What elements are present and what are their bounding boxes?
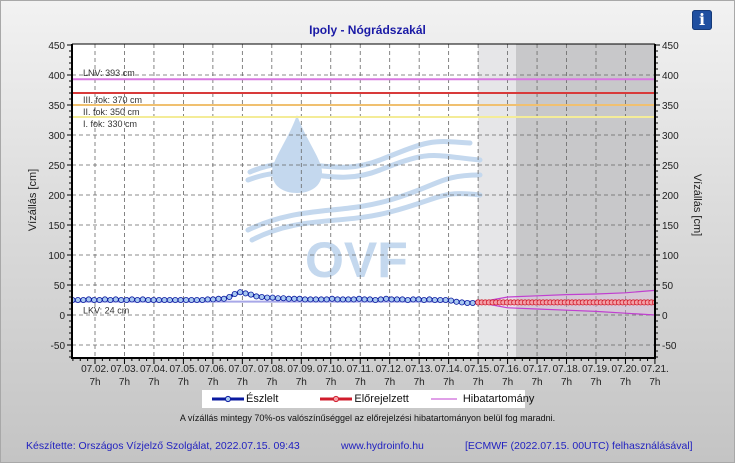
y-axis-title-right: Vízállás [cm] <box>691 174 703 236</box>
legend-label-forecast: Előrejelzett <box>354 393 409 405</box>
x-tick-date: 07.12. <box>376 364 404 375</box>
x-tick-date: 07.06. <box>199 364 227 375</box>
y-tick-left: 250 <box>48 161 65 172</box>
x-tick-date: 07.07. <box>228 364 256 375</box>
threshold-label: LNV: 393 cm <box>83 68 135 78</box>
y-tick-right: 400 <box>662 71 679 82</box>
legend-item-forecast: Előrejelzett <box>318 393 409 405</box>
x-tick-hour: 7h <box>590 377 601 388</box>
y-tick-right: 100 <box>662 251 679 262</box>
info-icon[interactable]: i <box>692 10 712 30</box>
x-tick-hour: 7h <box>649 377 660 388</box>
data-series <box>72 289 655 316</box>
x-tick-date: 07.02. <box>81 364 109 375</box>
x-tick-hour: 7h <box>414 377 425 388</box>
x-tick-date: 07.10. <box>317 364 345 375</box>
legend-item-observed: Észlelt <box>210 393 278 405</box>
y-tick-left: 450 <box>48 41 65 52</box>
x-tick-hour: 7h <box>325 377 336 388</box>
legend-item-error-band: Hibatartomány <box>429 393 535 405</box>
x-tick-hour: 7h <box>473 377 484 388</box>
x-tick-date: 07.03. <box>111 364 139 375</box>
y-tick-left: 300 <box>48 131 65 142</box>
x-tick-date: 07.21. <box>641 364 669 375</box>
x-tick-date: 07.15. <box>464 364 492 375</box>
threshold-lines: LNV: 393 cm III. fok: 370 cm II. fok: 350 … <box>72 68 655 316</box>
y-tick-right: 50 <box>662 281 674 292</box>
x-tick-date: 07.05. <box>170 364 198 375</box>
x-tick-hour: 7h <box>355 377 366 388</box>
y-tick-left: 200 <box>48 191 65 202</box>
axes: 450 450 400 400 350 350 300 300 250 250 200 200 150 1… <box>27 41 703 388</box>
x-tick-date: 07.09. <box>287 364 315 375</box>
footer-website-link[interactable]: www.hydroinfo.hu <box>341 440 424 452</box>
x-tick-date: 07.19. <box>582 364 610 375</box>
y-tick-left: 50 <box>54 281 66 292</box>
y-tick-right: 150 <box>662 221 679 232</box>
x-tick-hour: 7h <box>237 377 248 388</box>
x-tick-hour: 7h <box>119 377 130 388</box>
footer-model: [ECMWF (2022.07.15. 00UTC) felhasználásá… <box>465 440 693 452</box>
footer-author: Készítette: Országos Vízjelző Szolgálat,… <box>26 440 300 452</box>
threshold-label: I. fok: 330 cm <box>83 119 137 129</box>
x-tick-hour: 7h <box>531 377 542 388</box>
legend-label-error-band: Hibatartomány <box>462 393 535 405</box>
y-tick-left: -50 <box>51 341 66 352</box>
forecast-line-icon <box>320 395 353 403</box>
y-tick-left: 150 <box>48 221 65 232</box>
y-tick-right: 450 <box>662 41 679 52</box>
x-tick-hour: 7h <box>148 377 159 388</box>
y-axis-title-left: Vízállás [cm] <box>27 169 39 231</box>
x-tick-date: 07.13. <box>405 364 433 375</box>
threshold-label: II. fok: 350 cm <box>83 107 140 117</box>
y-tick-right: 350 <box>662 101 679 112</box>
plot-background <box>72 44 655 358</box>
chart-title: Ipoly - Nógrádszakál <box>309 23 426 37</box>
y-tick-right: -50 <box>662 341 677 352</box>
y-tick-right: 300 <box>662 131 679 142</box>
legend-label-observed: Észlelt <box>246 393 279 405</box>
grid-lines <box>72 44 655 358</box>
x-tick-hour: 7h <box>89 377 100 388</box>
watermark-text: OVF <box>305 232 408 288</box>
probability-note: A vízállás mintegy 70%-os valószínűségge… <box>179 413 556 423</box>
y-tick-left: 350 <box>48 101 65 112</box>
x-tick-date: 07.08. <box>258 364 286 375</box>
x-tick-hour: 7h <box>178 377 189 388</box>
x-tick-hour: 7h <box>502 377 513 388</box>
threshold-label: III. fok: 370 cm <box>83 95 142 105</box>
y-tick-left: 0 <box>59 311 65 322</box>
x-tick-hour: 7h <box>384 377 395 388</box>
x-tick-hour: 7h <box>561 377 572 388</box>
y-tick-left: 100 <box>48 251 65 262</box>
y-tick-right: 0 <box>662 311 668 322</box>
error-band-line-icon <box>430 398 457 400</box>
x-tick-date: 07.18. <box>553 364 581 375</box>
legend: Észlelt Előrejelzett Hibatartomány <box>202 390 534 408</box>
y-tick-right: 200 <box>662 191 679 202</box>
x-tick-hour: 7h <box>443 377 454 388</box>
x-tick-hour: 7h <box>207 377 218 388</box>
x-tick-hour: 7h <box>296 377 307 388</box>
threshold-label: LKV: 24 cm <box>83 306 129 316</box>
x-tick-date: 07.16. <box>494 364 522 375</box>
y-tick-left: 400 <box>48 71 65 82</box>
x-tick-date: 07.11. <box>347 364 374 375</box>
y-tick-right: 250 <box>662 161 679 172</box>
observed-line-icon <box>212 395 244 403</box>
x-tick-hour: 7h <box>266 377 277 388</box>
x-tick-date: 07.17. <box>523 364 551 375</box>
x-tick-date: 07.20. <box>612 364 640 375</box>
x-tick-date: 07.14. <box>435 364 463 375</box>
x-tick-hour: 7h <box>620 377 631 388</box>
x-tick-date: 07.04. <box>140 364 168 375</box>
